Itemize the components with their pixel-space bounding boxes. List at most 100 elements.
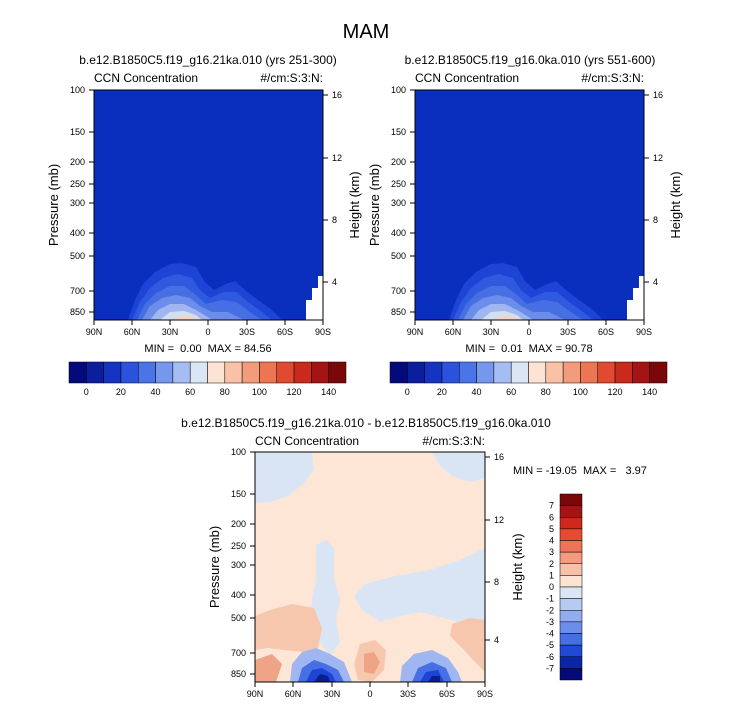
colorbar-swatch	[493, 361, 512, 384]
x-tick-label: 90S	[636, 327, 652, 337]
colorbar-tick-label: 60	[185, 387, 195, 397]
colorbar-tick-label: 40	[472, 387, 482, 397]
colorbar-tick-label: 3	[549, 547, 554, 557]
colorbar-swatch	[559, 598, 583, 611]
colorbar-swatch	[207, 361, 226, 384]
colorbar-tick-label: 7	[549, 501, 554, 511]
panel-0ka-ylabel-right: Height (km)	[668, 171, 683, 238]
x-tick-label: 90N	[407, 327, 424, 337]
panel-0ka-x-axis: 90N 60N 30N 0 30S 60S 90S	[407, 320, 652, 337]
colorbar-swatch	[562, 361, 581, 384]
panel-difference-title: b.e12.B1850C5.f19_g16.21ka.010 - b.e12.B…	[181, 416, 551, 430]
colorbar-swatch	[614, 361, 633, 384]
y-tick-label: 850	[70, 307, 85, 317]
panel-0ka-ylabel: Pressure (mb)	[367, 164, 382, 246]
y-tick-label: 700	[231, 648, 246, 658]
x-tick-label: 30N	[162, 327, 179, 337]
colorbar-tick-label: 20	[437, 387, 447, 397]
colorbar-swatch	[559, 575, 583, 588]
colorbar-swatch	[138, 361, 156, 384]
x-tick-label: 0	[367, 689, 372, 699]
colorbar-swatch	[510, 361, 529, 384]
colorbar-swatch	[241, 361, 260, 384]
colorbar-swatch	[407, 361, 425, 384]
panel-difference-x-axis: 90N 60N 30N 0 30S 60S 90S	[247, 682, 493, 699]
panel-0ka-title: b.e12.B1850C5.f19_g16.0ka.010 (yrs 551-6…	[405, 53, 656, 67]
x-tick-label: 90S	[315, 327, 331, 337]
colorbar-swatch	[559, 517, 583, 530]
colorbar-tick-label: 2	[549, 559, 554, 569]
colorbar-swatch	[311, 361, 329, 384]
colorbar-tick-label: 5	[549, 524, 554, 534]
x-tick-label: 0	[526, 327, 531, 337]
colorbar-swatch	[276, 361, 295, 384]
colorbar-tick-label: 100	[573, 387, 588, 397]
panel-difference-ylabel: Pressure (mb)	[207, 526, 222, 608]
y-right-tick-label: 12	[332, 153, 342, 163]
y-right-tick-label: 16	[332, 90, 342, 100]
colorbar-tick-label: 60	[506, 387, 516, 397]
panel-21ka-y-axis: 100 150 200 250 300 400 500 700 850	[70, 85, 94, 317]
panel-21ka-units-label: #/cm:S:3:N:	[260, 71, 323, 85]
colorbar-tick-label: 120	[608, 387, 623, 397]
panel-21ka-title: b.e12.B1850C5.f19_g16.21ka.010 (yrs 251-…	[79, 53, 337, 67]
colorbar-swatch	[559, 656, 583, 669]
colorbar-tick-label: 120	[287, 387, 302, 397]
colorbar-tick-label: 0	[549, 582, 554, 592]
colorbar-swatch	[559, 586, 583, 599]
x-tick-label: 90N	[86, 327, 103, 337]
colorbar-swatch	[632, 361, 650, 384]
x-tick-label: 60N	[124, 327, 141, 337]
colorbar-tick-label: -3	[546, 617, 554, 627]
panel-21ka: b.e12.B1850C5.f19_g16.21ka.010 (yrs 251-…	[46, 53, 362, 397]
y-tick-label: 250	[231, 541, 246, 551]
panel-difference-units-label: #/cm:S:3:N:	[422, 434, 485, 448]
y-tick-label: 400	[70, 228, 85, 238]
colorbar-tick-label: 80	[220, 387, 230, 397]
x-tick-label: 60S	[439, 689, 455, 699]
colorbar-tick-label: 80	[541, 387, 551, 397]
y-tick-label: 150	[391, 127, 406, 137]
panel-difference-y-axis: 100 150 200 250 300 400 500 700 850	[231, 447, 255, 679]
panel-0ka-stats: MIN = 0.01 MAX = 90.78	[465, 343, 592, 355]
colorbar-swatch	[559, 505, 583, 518]
colorbar-swatch	[389, 361, 408, 384]
panel-difference-ylabel-right: Height (km)	[510, 533, 525, 600]
colorbar-swatch	[580, 361, 598, 384]
panel-difference-stats: MIN = -19.05 MAX = 3.97	[513, 465, 647, 477]
colorbar-swatch	[559, 551, 583, 564]
x-tick-label: 30N	[483, 327, 500, 337]
panel-21ka-field	[94, 90, 323, 320]
colorbar-tick-label: 140	[642, 387, 657, 397]
colorbar-swatch	[293, 361, 312, 384]
x-tick-label: 30S	[560, 327, 576, 337]
y-tick-label: 200	[391, 157, 406, 167]
colorbar-swatch	[459, 361, 477, 384]
panel-21ka-stats: MIN = 0.00 MAX = 84.56	[144, 343, 271, 355]
y-tick-label: 100	[231, 447, 246, 457]
panel-0ka-variable-label: CCN Concentration	[415, 71, 519, 85]
y-tick-label: 400	[231, 590, 246, 600]
y-tick-label: 150	[70, 127, 85, 137]
colorbar-swatch	[559, 493, 583, 506]
figure-title: MAM	[343, 21, 390, 43]
panel-0ka-y-axis-right: 16 12 8 4	[644, 90, 663, 287]
panel-difference-y-axis-right: 16 12 8 4	[485, 452, 504, 645]
panel-21ka-x-axis: 90N 60N 30N 0 30S 60S 90S	[86, 320, 331, 337]
panel-difference-colorbar: 76 5 43 21 0 -1-2 -3 -4-5 -6-7	[546, 493, 583, 681]
y-tick-label: 100	[391, 85, 406, 95]
colorbar-swatch	[559, 563, 583, 576]
colorbar-swatch	[189, 361, 208, 384]
colorbar-tick-label: 40	[151, 387, 161, 397]
y-right-tick-label: 16	[494, 452, 504, 462]
y-tick-label: 300	[391, 198, 406, 208]
colorbar-swatch	[545, 361, 564, 384]
x-tick-label: 90S	[477, 689, 493, 699]
colorbar-tick-label: 0	[405, 387, 410, 397]
y-right-tick-label: 16	[653, 90, 663, 100]
colorbar-swatch	[424, 361, 443, 384]
colorbar-tick-label: 140	[321, 387, 336, 397]
colorbar-swatch	[559, 610, 583, 623]
panel-0ka-colorbar: 0 20 40 60 80 100 120 140	[389, 361, 668, 397]
